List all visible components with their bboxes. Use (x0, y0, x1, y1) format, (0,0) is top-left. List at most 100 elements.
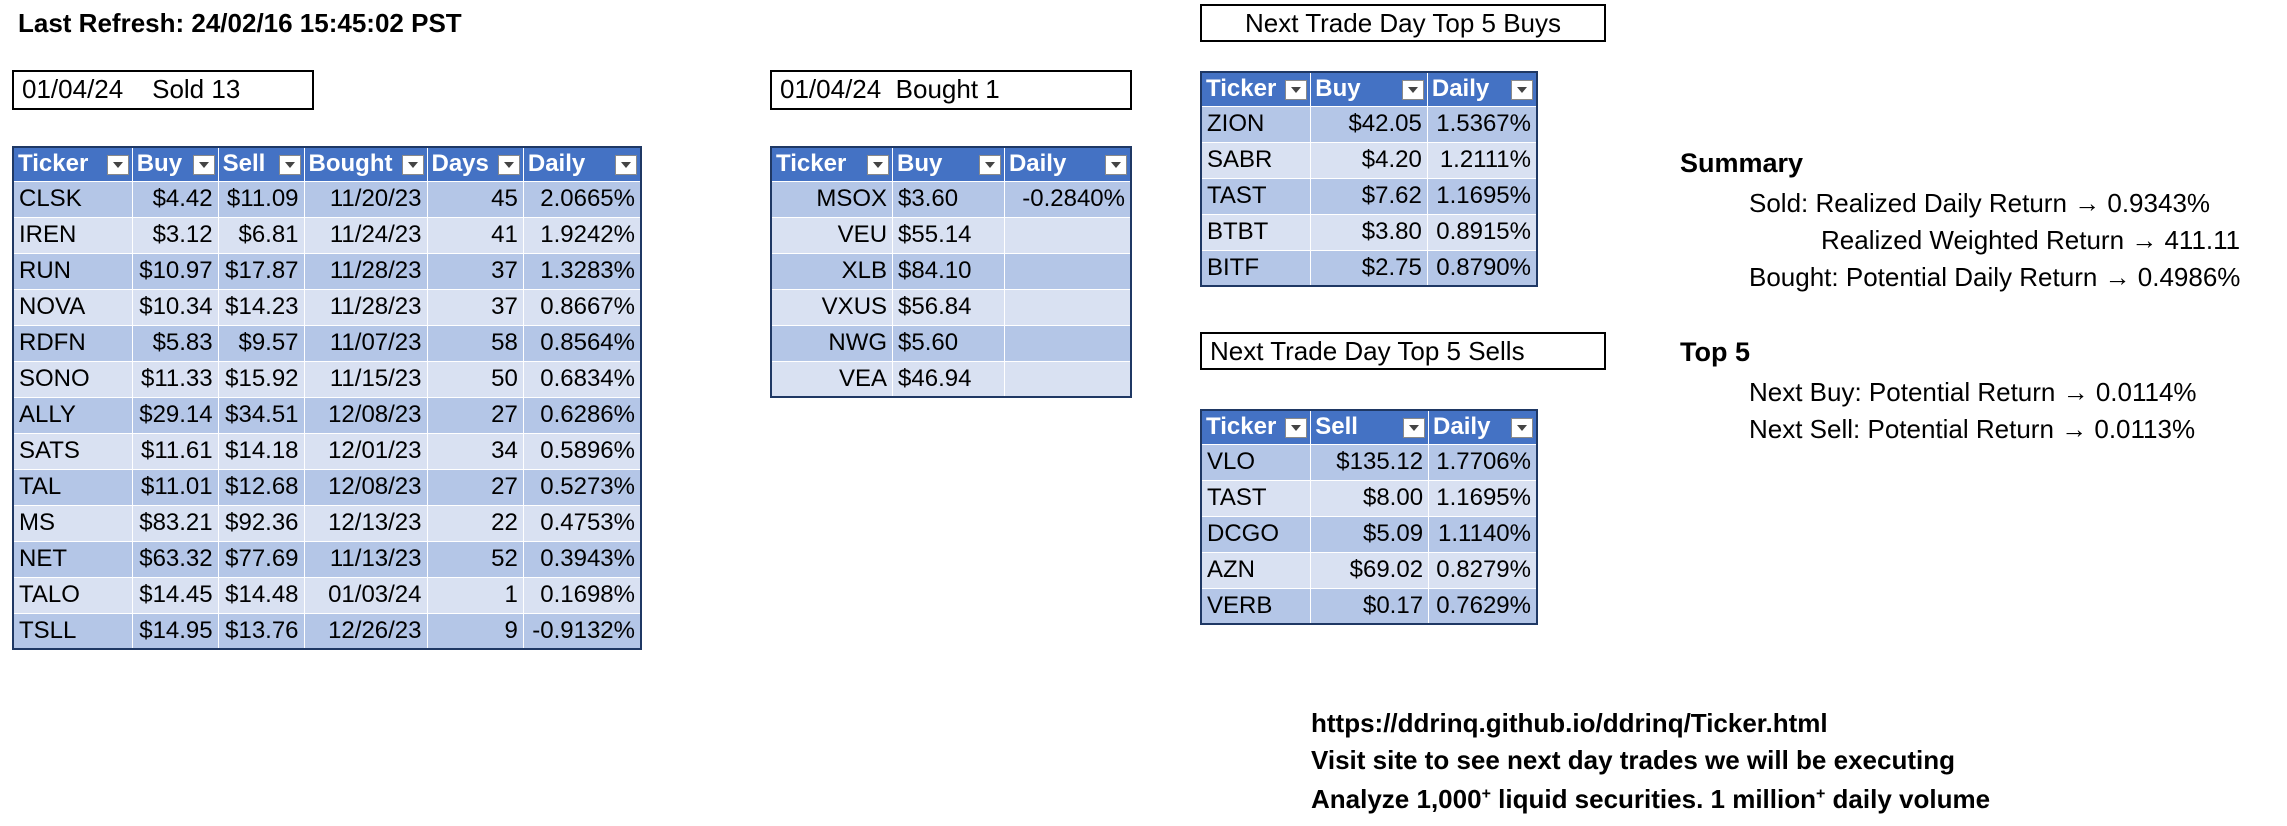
table-row[interactable]: IREN $3.12 $6.81 11/24/23 41 1.9242% (13, 216, 642, 253)
filter-dropdown-icon[interactable] (867, 155, 890, 175)
filter-dropdown-icon[interactable] (1511, 80, 1533, 100)
table-row[interactable]: VEA $46.94 (771, 360, 1132, 397)
table-row[interactable]: TAST $7.62 1.1695% (1201, 177, 1538, 214)
table-row[interactable]: DCGO $5.09 1.1140% (1201, 515, 1538, 552)
table-cell-days: 50 (427, 360, 524, 397)
sold-table-header: Ticker Buy Sell Bought Days Daily (13, 147, 642, 181)
column-header-days[interactable]: Days (427, 147, 524, 181)
top5-heading: Top 5 (1680, 337, 1750, 367)
column-header-ticker[interactable]: Ticker (13, 147, 133, 181)
table-row[interactable]: BITF $2.75 0.8790% (1201, 249, 1538, 286)
table-row[interactable]: NET $63.32 $77.69 11/13/23 52 0.3943% (13, 540, 642, 577)
top-buys-table-header: Ticker Buy Daily (1201, 72, 1538, 106)
table-row[interactable]: TALO $14.45 $14.48 01/03/24 1 0.1698% (13, 576, 642, 613)
table-cell-bought: 01/03/24 (304, 576, 428, 613)
table-row[interactable]: RDFN $5.83 $9.57 11/07/23 58 0.8564% (13, 324, 642, 361)
filter-dropdown-icon[interactable] (106, 155, 129, 175)
column-header-daily[interactable]: Daily (523, 147, 642, 181)
column-header-ticker[interactable]: Ticker (771, 147, 894, 181)
table-row[interactable]: VLO $135.12 1.7706% (1201, 443, 1538, 480)
table-cell-daily: 0.3943% (523, 540, 642, 577)
filter-dropdown-icon[interactable] (615, 155, 637, 175)
column-header-ticker[interactable]: Ticker (1201, 410, 1312, 444)
table-row[interactable]: VERB $0.17 0.7629% (1201, 587, 1538, 624)
table-cell-daily: 0.8667% (523, 288, 642, 325)
table-cell-days: 9 (427, 612, 524, 649)
table-row[interactable]: SABR $4.20 1.2111% (1201, 141, 1538, 178)
filter-dropdown-icon[interactable] (1401, 80, 1424, 100)
column-header-label: Days (431, 150, 489, 178)
table-row[interactable]: MS $83.21 $92.36 12/13/23 22 0.4753% (13, 504, 642, 541)
table-cell-daily: 1.3283% (523, 252, 642, 289)
table-cell-ticker: MS (13, 504, 133, 541)
table-cell-days: 27 (427, 396, 524, 433)
filter-dropdown-icon[interactable] (1511, 418, 1533, 438)
table-row[interactable]: TAL $11.01 $12.68 12/08/23 27 0.5273% (13, 468, 642, 505)
top5-sell-line: Next Sell: Potential Return → 0.0113% (1749, 414, 2196, 444)
column-header-label: Ticker (1206, 413, 1277, 441)
column-header-sell[interactable]: Sell (1310, 410, 1430, 444)
table-row[interactable]: AZN $69.02 0.8279% (1201, 551, 1538, 588)
table-cell-sell: $0.17 (1310, 587, 1430, 624)
column-header-daily[interactable]: Daily (1428, 410, 1538, 444)
table-row[interactable]: ZION $42.05 1.5367% (1201, 105, 1538, 142)
filter-dropdown-icon[interactable] (1285, 418, 1308, 438)
table-row[interactable]: MSOX $3.60 -0.2840% (771, 180, 1132, 217)
table-row[interactable]: TSLL $14.95 $13.76 12/26/23 9 -0.9132% (13, 612, 642, 649)
filter-dropdown-icon[interactable] (978, 155, 1001, 175)
summary-bought-line: Bought: Potential Daily Return → 0.4986% (1749, 262, 2241, 292)
table-row[interactable]: ALLY $29.14 $34.51 12/08/23 27 0.6286% (13, 396, 642, 433)
column-header-label: Buy (136, 150, 183, 178)
top-sells-table-header: Ticker Sell Daily (1201, 410, 1538, 444)
analyze-text: Analyze 1,000+ liquid securities. 1 mill… (1311, 784, 1990, 815)
bought-label-box: 01/04/24 Bought 1 (770, 70, 1132, 110)
visit-site-text: Visit site to see next day trades we wil… (1311, 745, 1955, 775)
table-cell-daily: 0.5273% (523, 468, 642, 505)
table-cell-ticker: ZION (1201, 105, 1312, 142)
site-url-text: https://ddrinq.github.io/ddrinq/Ticker.h… (1311, 708, 1828, 738)
table-cell-bought: 12/08/23 (304, 396, 428, 433)
table-row[interactable]: VEU $55.14 (771, 216, 1132, 253)
table-cell-buy: $2.75 (1310, 249, 1428, 286)
table-cell-daily: -0.2840% (1004, 180, 1132, 217)
table-cell-daily: 0.1698% (523, 576, 642, 613)
filter-dropdown-icon[interactable] (401, 155, 424, 175)
column-header-label: Buy (1315, 75, 1361, 103)
column-header-bought[interactable]: Bought (304, 147, 428, 181)
table-row[interactable]: CLSK $4.42 $11.09 11/20/23 45 2.0665% (13, 180, 642, 217)
table-row[interactable]: XLB $84.10 (771, 252, 1132, 289)
column-header-buy[interactable]: Buy (1310, 72, 1428, 106)
filter-dropdown-icon[interactable] (497, 155, 520, 175)
column-header-label: Daily (527, 150, 586, 178)
filter-dropdown-icon[interactable] (1105, 155, 1127, 175)
plus-superscript: + (1481, 785, 1491, 803)
column-header-daily[interactable]: Daily (1427, 72, 1538, 106)
filter-dropdown-icon[interactable] (1285, 80, 1308, 100)
table-cell-buy: $84.10 (892, 252, 1005, 289)
table-cell-daily: 1.1140% (1428, 515, 1538, 552)
column-header-daily[interactable]: Daily (1004, 147, 1132, 181)
table-row[interactable]: SATS $11.61 $14.18 12/01/23 34 0.5896% (13, 432, 642, 469)
table-cell-sell: $14.48 (218, 576, 305, 613)
table-row[interactable]: TAST $8.00 1.1695% (1201, 479, 1538, 516)
column-header-buy[interactable]: Buy (132, 147, 219, 181)
column-header-sell[interactable]: Sell (218, 147, 305, 181)
table-row[interactable]: NOVA $10.34 $14.23 11/28/23 37 0.8667% (13, 288, 642, 325)
table-cell-days: 27 (427, 468, 524, 505)
filter-dropdown-icon[interactable] (278, 155, 301, 175)
table-row[interactable]: SONO $11.33 $15.92 11/15/23 50 0.6834% (13, 360, 642, 397)
table-cell-sell: $8.00 (1310, 479, 1430, 516)
table-cell-sell: $13.76 (218, 612, 305, 649)
table-cell-ticker: ALLY (13, 396, 133, 433)
table-row[interactable]: VXUS $56.84 (771, 288, 1132, 325)
table-cell-ticker: VEU (771, 216, 894, 253)
table-row[interactable]: BTBT $3.80 0.8915% (1201, 213, 1538, 250)
column-header-buy[interactable]: Buy (892, 147, 1005, 181)
filter-dropdown-icon[interactable] (1403, 418, 1426, 438)
table-cell-daily (1004, 252, 1132, 289)
filter-dropdown-icon[interactable] (192, 155, 215, 175)
table-row[interactable]: NWG $5.60 (771, 324, 1132, 361)
table-cell-daily: 0.8790% (1427, 249, 1538, 286)
table-row[interactable]: RUN $10.97 $17.87 11/28/23 37 1.3283% (13, 252, 642, 289)
column-header-ticker[interactable]: Ticker (1201, 72, 1312, 106)
